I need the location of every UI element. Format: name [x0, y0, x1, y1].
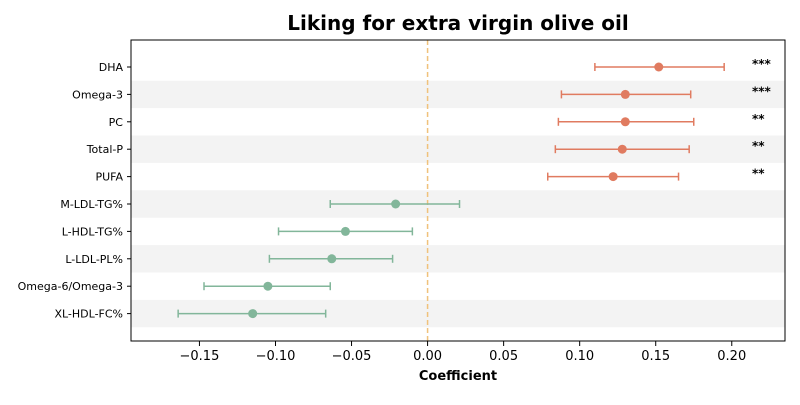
- estimate-point: [391, 199, 401, 209]
- y-tick-label: Total-P: [86, 143, 124, 156]
- row-pc: **: [557, 112, 765, 127]
- x-tick-label: 0.05: [489, 349, 518, 364]
- x-axis-label: Coefficient: [419, 369, 497, 384]
- x-tick-label: −0.05: [332, 349, 372, 364]
- estimate-point: [263, 281, 273, 291]
- row-l-ldl-pl-: [268, 254, 394, 264]
- y-tick-label: L-HDL-TG%: [62, 225, 123, 238]
- estimate-point: [340, 226, 350, 236]
- significance-label: ***: [752, 57, 772, 71]
- significance-label: ***: [752, 84, 772, 98]
- row-dha: ***: [594, 57, 772, 72]
- significance-label: **: [752, 112, 765, 126]
- y-tick-label: Omega-6/Omega-3: [18, 280, 123, 293]
- estimate-point: [620, 117, 630, 127]
- estimate-point: [620, 89, 630, 99]
- y-tick-label: PUFA: [95, 171, 123, 184]
- estimate-point: [617, 144, 627, 154]
- data-marks: ************: [177, 57, 772, 319]
- y-axis: DHA Omega-3 PC Total-P PUFA M-LDL-TG% L-HDL-TG…: [18, 61, 131, 321]
- estimate-point: [654, 62, 664, 72]
- significance-label: **: [752, 139, 765, 153]
- x-tick-label: 0.10: [565, 349, 594, 364]
- x-tick-label: −0.15: [180, 349, 220, 364]
- x-tick-label: −0.10: [256, 349, 296, 364]
- row-pufa: **: [546, 167, 765, 182]
- estimate-point: [608, 172, 618, 182]
- plot-frame: [130, 39, 786, 342]
- y-tick-label: XL-HDL-FC%: [54, 308, 123, 321]
- row-l-hdl-tg-: [277, 226, 414, 236]
- y-tick-label: Omega-3: [72, 88, 123, 101]
- y-tick-label: L-LDL-PL%: [65, 253, 123, 266]
- estimate-point: [327, 254, 337, 264]
- row-xl-hdl-fc-: [177, 309, 327, 319]
- x-tick-label: 0.00: [413, 349, 442, 364]
- row-total-p: **: [554, 139, 765, 154]
- x-axis: −0.15 −0.10 −0.05 0.00 0.05 0.10 0.15 0.20: [180, 341, 746, 364]
- x-tick-label: 0.15: [641, 349, 670, 364]
- y-tick-label: PC: [109, 116, 124, 129]
- x-tick-label: 0.20: [717, 349, 746, 364]
- significance-label: **: [752, 167, 765, 181]
- chart-title: Liking for extra virgin olive oil: [287, 11, 628, 35]
- row-omega-6-omega-3: [203, 281, 331, 291]
- row-omega-3: ***: [560, 84, 772, 99]
- row-band: [131, 245, 785, 273]
- y-tick-label: M-LDL-TG%: [60, 198, 123, 211]
- row-m-ldl-tg-: [329, 199, 461, 209]
- estimate-point: [248, 309, 258, 319]
- y-tick-label: DHA: [99, 61, 124, 74]
